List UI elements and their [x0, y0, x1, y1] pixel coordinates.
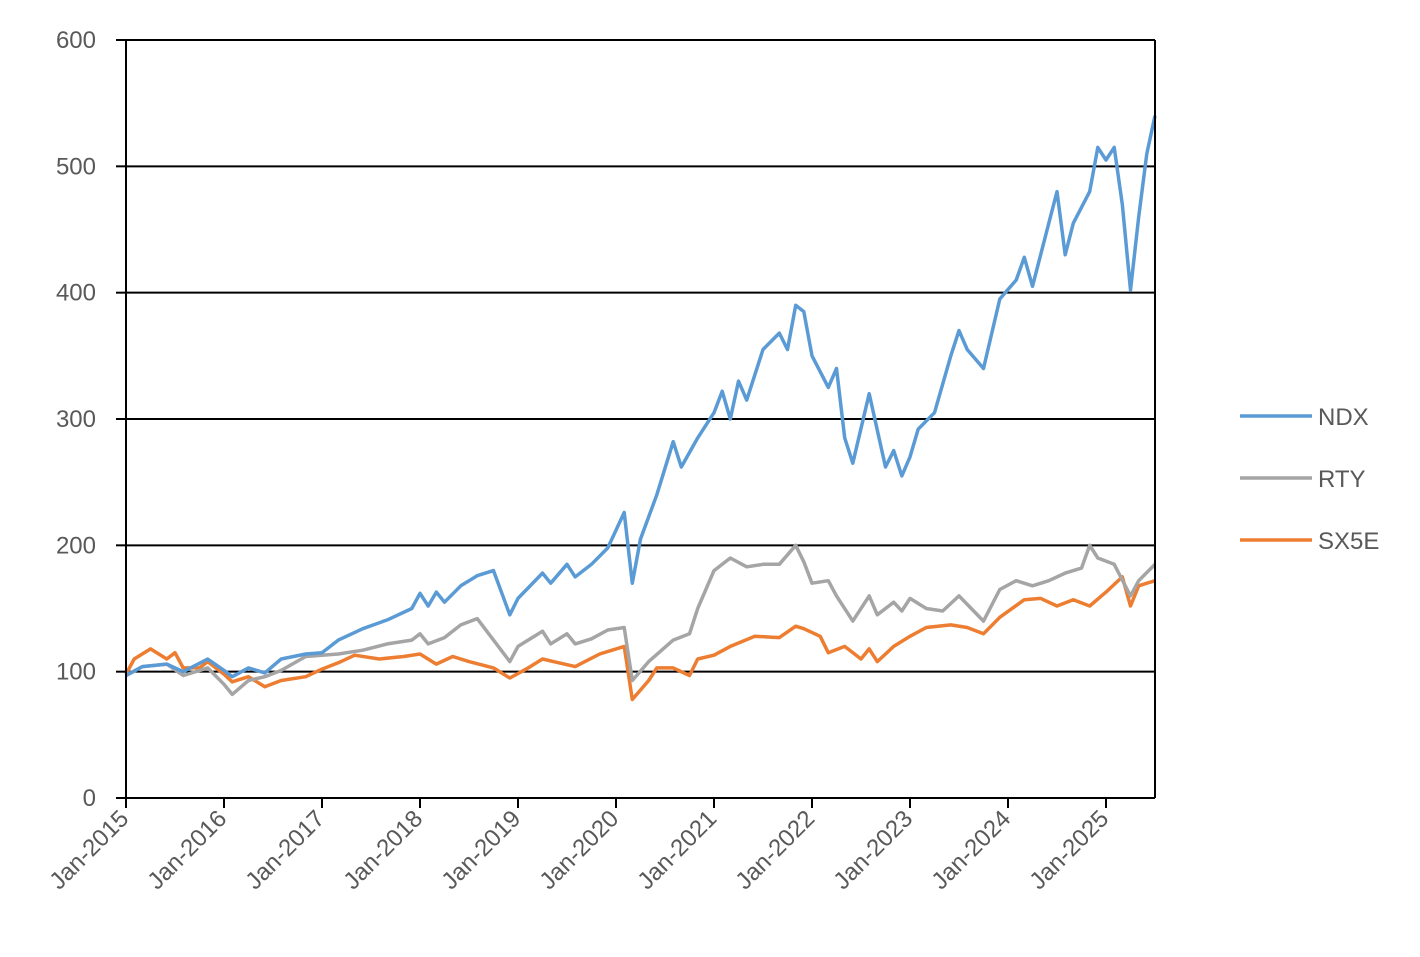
series-line-ndx — [125, 115, 1157, 679]
legend: NDX RTY SX5E — [1240, 404, 1379, 555]
y-tick-label: 200 — [56, 532, 96, 559]
y-tick-label: 100 — [56, 659, 96, 686]
x-axis-tick-labels: Jan-2015 Jan-2016 Jan-2017 Jan-2018 Jan-2019… — [44, 805, 1114, 895]
series-line-sx5e — [124, 575, 1156, 702]
y-tick-label: 400 — [56, 280, 96, 307]
x-tick-label: Jan-2018 — [338, 805, 428, 895]
series-line-rty — [125, 543, 1157, 697]
y-tick-label: 0 — [83, 785, 96, 812]
axes — [116, 39, 1156, 808]
series-lines — [124, 115, 1157, 702]
x-tick-label: Jan-2015 — [44, 805, 134, 895]
y-tick-label: 600 — [56, 27, 96, 54]
y-tick-label: 500 — [56, 153, 96, 180]
x-tick-label: Jan-2016 — [142, 805, 232, 895]
x-tick-label: Jan-2025 — [1024, 805, 1114, 895]
legend-label-rty: RTY — [1318, 466, 1366, 493]
x-tick-label: Jan-2019 — [436, 805, 526, 895]
x-tick-label: Jan-2020 — [534, 805, 624, 895]
x-tick-label: Jan-2017 — [240, 805, 330, 895]
legend-label-ndx: NDX — [1318, 404, 1369, 431]
y-axis-tick-labels: 0 100 200 300 400 500 600 — [56, 27, 96, 812]
y-tick-label: 300 — [56, 406, 96, 433]
gridlines — [126, 39, 1155, 673]
x-tick-label: Jan-2022 — [730, 805, 820, 895]
legend-label-sx5e: SX5E — [1318, 528, 1379, 555]
x-tick-label: Jan-2024 — [926, 805, 1016, 895]
x-tick-label: Jan-2021 — [632, 805, 722, 895]
x-tick-label: Jan-2023 — [828, 805, 918, 895]
